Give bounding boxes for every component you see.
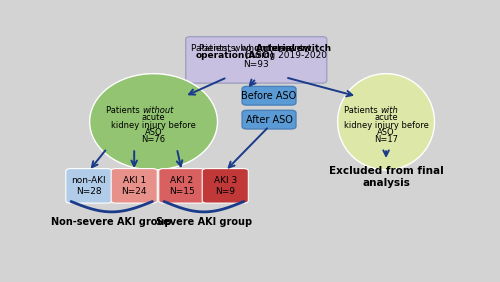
Text: AKI 1
N=24: AKI 1 N=24 [122, 176, 147, 195]
Text: Before ASO: Before ASO [242, 91, 296, 101]
Text: Patients, who underwent: Patients, who underwent [191, 44, 306, 53]
FancyBboxPatch shape [111, 169, 157, 203]
Text: Patients: Patients [106, 106, 142, 115]
Text: with: with [380, 106, 398, 115]
Text: operation(ASO): operation(ASO) [196, 52, 274, 60]
Text: Arterial switch: Arterial switch [256, 44, 330, 53]
Text: N=76: N=76 [142, 135, 166, 144]
Text: Severe AKI group: Severe AKI group [156, 217, 252, 227]
FancyBboxPatch shape [202, 169, 248, 203]
Text: kidney injury before: kidney injury before [111, 121, 196, 130]
Text: AKI 3
N=9: AKI 3 N=9 [214, 176, 237, 195]
Text: acute: acute [142, 113, 166, 122]
FancyBboxPatch shape [159, 169, 205, 203]
Text: acute: acute [374, 113, 398, 122]
Text: N=17: N=17 [374, 135, 398, 144]
FancyBboxPatch shape [186, 37, 327, 83]
Text: without: without [142, 106, 174, 115]
Text: After ASO: After ASO [246, 114, 292, 125]
Text: Excluded from final
analysis: Excluded from final analysis [328, 166, 444, 188]
Text: ASO: ASO [145, 128, 162, 137]
Text: N=93: N=93 [244, 60, 269, 69]
Text: Patients: Patients [344, 106, 381, 115]
Text: Patients, who underwent: Patients, who underwent [198, 44, 314, 53]
Text: during 2019-2020: during 2019-2020 [244, 52, 328, 60]
FancyBboxPatch shape [242, 110, 296, 129]
Text: ASO: ASO [378, 128, 395, 137]
Text: AKI 2
N=15: AKI 2 N=15 [169, 176, 194, 195]
FancyBboxPatch shape [66, 169, 112, 203]
Text: non-AKI
N=28: non-AKI N=28 [72, 176, 106, 195]
FancyBboxPatch shape [242, 86, 296, 105]
Ellipse shape [90, 74, 218, 170]
Text: Non-severe AKI group: Non-severe AKI group [52, 217, 172, 227]
Ellipse shape [338, 74, 434, 170]
Text: kidney injury before: kidney injury before [344, 121, 428, 130]
